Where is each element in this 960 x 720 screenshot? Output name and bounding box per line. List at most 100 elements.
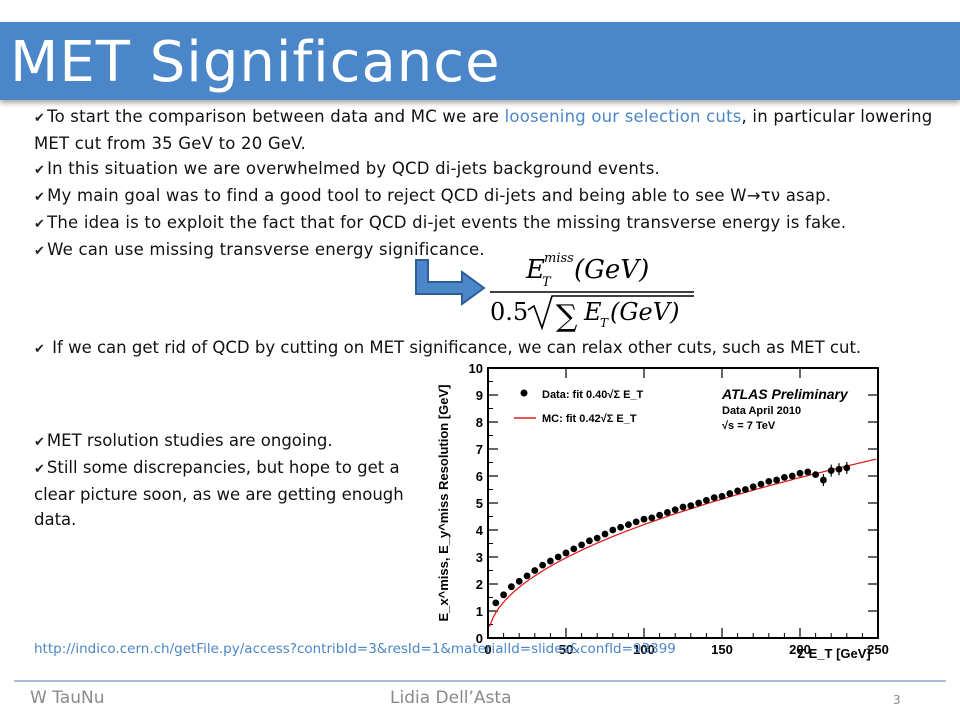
data-point (570, 545, 578, 553)
bullet-text: Still some discrepancies, but hope to ge… (34, 458, 404, 529)
data-point (788, 472, 796, 480)
data-point (695, 499, 702, 507)
check-icon: ✔ (34, 462, 45, 477)
y-tick-label: 9 (476, 388, 483, 403)
bullet-text: MET rsolution studies are ongoing. (46, 431, 333, 450)
data-point (539, 561, 546, 569)
bullet-text: To start the comparison between data and… (47, 107, 505, 126)
y-tick-label: 5 (476, 496, 483, 511)
y-tick-label: 4 (476, 523, 484, 538)
bullet-text: The idea is to exploit the fact that for… (47, 213, 847, 232)
data-point (820, 476, 827, 484)
x-tick-label: 0 (484, 642, 491, 657)
title-bar (0, 22, 960, 100)
bullet-list-top: ✔ To start the comparison between data an… (34, 104, 934, 264)
data-point (796, 469, 804, 477)
x-tick-label: 150 (711, 642, 733, 657)
x-tick-label: 50 (559, 642, 573, 657)
data-point (617, 523, 624, 531)
slide-title: MET Significance (10, 30, 501, 95)
footer-author: Lidia Dell’Asta (390, 688, 512, 708)
bullet-item: ✔ My main goal was to find a good tool to… (34, 183, 934, 210)
data-point (671, 506, 679, 514)
data-point (827, 467, 835, 474)
x-tick-label: 250 (867, 642, 889, 657)
legend-data-label: Data: fit 0.40√Σ E_T (542, 389, 644, 401)
sqrt-symbol (527, 295, 694, 331)
data-point (734, 487, 741, 495)
bullet-text: If we can get rid of QCD by cutting on M… (52, 338, 862, 357)
footer-divider (14, 680, 946, 682)
x-tick-label: 200 (789, 642, 811, 657)
bullet-item: ✔ Still some discrepancies, but hope to g… (34, 455, 414, 532)
data-point (781, 473, 788, 481)
data-point (726, 490, 734, 497)
footer-left: W TauNu (30, 688, 105, 708)
data-point (742, 486, 749, 493)
bullet-text: In this situation we are overwhelmed by … (47, 159, 660, 178)
met-resolution-chart: 0 1 2 3 4 5 6 7 8 9 10 0 50 100 150 200 250 Data: fit 0… (436, 361, 889, 661)
data-point (812, 471, 819, 479)
indico-link[interactable]: http://indico.cern.ch/getFile.py/access?… (34, 641, 676, 657)
bullet-list-lower: ✔ MET rsolution studies are ongoing. ✔ Sti… (34, 428, 414, 532)
mc-fit-curve (488, 458, 877, 627)
energy-label: √s = 7 TeV (722, 420, 776, 432)
formula-denominator-unit: (GeV) (610, 298, 679, 326)
bullet-text: My main goal was to find a good tool to … (47, 186, 832, 205)
y-axis-ticks: 0 1 2 3 4 5 6 7 8 9 10 (469, 361, 878, 646)
data-point (531, 567, 539, 574)
data-point (757, 480, 765, 488)
check-icon: ✔ (34, 163, 46, 178)
y-tick-label: 3 (476, 550, 483, 565)
data-point (749, 483, 757, 491)
y-tick-label: 7 (476, 442, 483, 457)
data-point (843, 464, 851, 472)
bullet-item: ✔ We can use missing transverse energy si… (34, 237, 934, 264)
data-point (578, 541, 585, 549)
check-icon: ✔ (34, 111, 46, 126)
met-significance-formula: E T miss (GeV) 0.5 ∑ E T (GeV) (490, 251, 694, 334)
page-number: 3 (893, 693, 901, 707)
check-icon: ✔ (34, 435, 45, 450)
bullet-text: We can use missing transverse energy sig… (47, 240, 485, 259)
y-tick-label: 10 (469, 361, 483, 376)
y-tick-label: 2 (476, 577, 483, 592)
data-point (664, 509, 671, 516)
data-point (656, 511, 663, 519)
data-point (523, 572, 531, 580)
data-point (710, 494, 718, 501)
data-point (703, 496, 710, 504)
atlas-preliminary-label: ATLAS Preliminary (721, 386, 849, 402)
data-point (625, 521, 632, 528)
data-point (648, 514, 656, 522)
bullet-highlight: loosening our selection cuts (504, 107, 742, 126)
bullet-item: ✔ In this situation we are overwhelmed by… (34, 156, 934, 183)
data-point (554, 553, 562, 561)
bent-arrow-icon (415, 259, 486, 306)
bullet-relax: ✔ If we can get rid of QCD by cutting on… (34, 335, 934, 362)
formula-denominator-t: T (600, 316, 609, 330)
data-point (586, 537, 593, 545)
check-icon: ✔ (34, 190, 46, 205)
data-point (773, 476, 780, 484)
data-point (765, 478, 773, 485)
data-point (632, 518, 640, 526)
atlas-annotation: ATLAS Preliminary Data April 2010 √s = 7… (721, 386, 849, 432)
check-icon: ✔ (34, 217, 46, 232)
y-tick-label: 6 (476, 469, 483, 484)
data-point (718, 492, 726, 500)
sum-symbol: ∑ (556, 299, 578, 334)
data-point (835, 465, 843, 473)
data-april-label: Data April 2010 (722, 405, 801, 417)
plot-frame (487, 367, 879, 639)
data-point (640, 515, 648, 523)
y-tick-label: 0 (476, 631, 483, 646)
formula-numerator-miss: miss (544, 251, 574, 266)
x-axis-title: Σ E_T [GeV] (797, 646, 871, 661)
bullet-text: , in particular lowering MET cut from 35… (34, 107, 933, 153)
data-point (804, 468, 812, 476)
data-point (601, 530, 609, 538)
data-point (593, 534, 601, 542)
data-point (547, 557, 554, 565)
data-point (687, 502, 695, 510)
